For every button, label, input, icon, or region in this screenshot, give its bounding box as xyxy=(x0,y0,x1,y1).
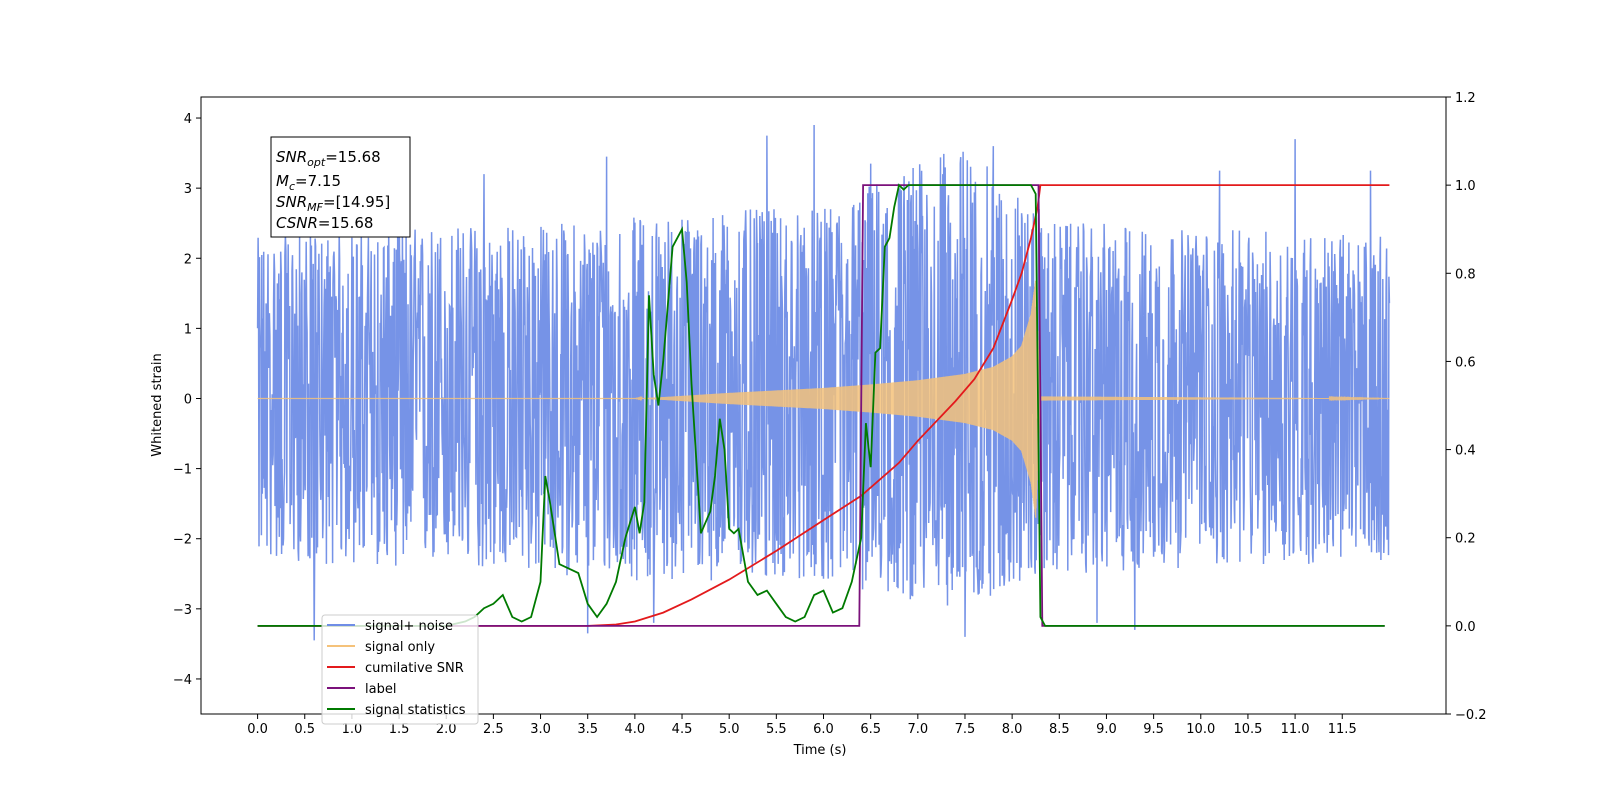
legend-label-cumilative-snr: cumilative SNR xyxy=(365,661,464,676)
x-tick-label: 9.5 xyxy=(1143,722,1164,737)
x-tick-label: 2.0 xyxy=(436,722,457,737)
y-tick-label: −2 xyxy=(173,533,192,548)
x-tick-label: 4.0 xyxy=(625,722,646,737)
x-tick-label: 11.5 xyxy=(1328,722,1357,737)
annotation-mc: Mc=7.15 xyxy=(276,172,341,193)
y-tick-label: −3 xyxy=(173,603,192,618)
legend-label-signal-statistics: signal statistics xyxy=(365,703,466,718)
y-tick-label: 3 xyxy=(184,182,192,197)
x-tick-label: 0.0 xyxy=(247,722,268,737)
series-cumilative-snr xyxy=(257,184,1390,627)
y2-tick-label: 0.4 xyxy=(1455,444,1476,459)
y2-tick-label: 1.0 xyxy=(1455,179,1476,194)
y-tick-label: 2 xyxy=(184,252,192,267)
y2-tick-label: 1.2 xyxy=(1455,91,1476,106)
x-tick-label: 11.0 xyxy=(1281,722,1310,737)
y2-tick-label: 0.6 xyxy=(1455,355,1476,370)
series-signal-only xyxy=(257,280,1390,518)
series-signal-noise xyxy=(256,124,1391,641)
x-tick-label: 7.5 xyxy=(955,722,976,737)
y-tick-label: 1 xyxy=(184,322,192,337)
y2-tick-label: −0.2 xyxy=(1455,708,1487,723)
annotation-snr-mf: SNRMF=[14.95] xyxy=(276,193,390,214)
y-axis-label: Whitened strain xyxy=(150,353,165,456)
legend-label-signal-noise: signal+ noise xyxy=(365,619,453,634)
annotation-box: SNRopt=15.68 Mc=7.15 SNRMF=[14.95] CSNR=… xyxy=(270,136,411,238)
x-tick-label: 1.5 xyxy=(389,722,410,737)
annotation-snr-opt: SNRopt=15.68 xyxy=(276,148,381,169)
y-tick-label: 0 xyxy=(184,392,192,407)
x-tick-label: 7.0 xyxy=(907,722,928,737)
annotation-csnr: CSNR=15.68 xyxy=(276,214,373,232)
y-axis-left: 4 3 2 1 0 −1 −2 −3 −4 xyxy=(173,112,201,688)
y2-tick-label: 0.0 xyxy=(1455,620,1476,635)
series-signal-statistics xyxy=(257,183,1385,627)
x-tick-label: 1.0 xyxy=(342,722,363,737)
legend-label-label: label xyxy=(365,682,396,697)
legend-label-signal-only: signal only xyxy=(365,640,435,655)
y-tick-label: 4 xyxy=(184,112,192,127)
y-tick-label: −1 xyxy=(173,463,192,478)
x-tick-label: 0.5 xyxy=(294,722,315,737)
x-tick-label: 5.5 xyxy=(766,722,787,737)
x-tick-label: 2.5 xyxy=(483,722,504,737)
x-tick-label: 5.0 xyxy=(719,722,740,737)
plot-area xyxy=(256,124,1391,641)
x-axis-label: Time (s) xyxy=(793,743,847,758)
x-tick-label: 4.5 xyxy=(672,722,693,737)
x-tick-label: 6.0 xyxy=(813,722,834,737)
x-tick-label: 6.5 xyxy=(860,722,881,737)
x-tick-label: 10.5 xyxy=(1233,722,1262,737)
x-tick-label: 8.5 xyxy=(1049,722,1070,737)
y2-tick-label: 0.2 xyxy=(1455,532,1476,547)
y-tick-label: −4 xyxy=(173,673,192,688)
x-axis: 0.0 0.5 1.0 1.5 2.0 2.5 3.0 3.5 4.0 4.5 5.0 5.5 6.0 6… xyxy=(247,714,1357,737)
x-tick-label: 10.0 xyxy=(1186,722,1215,737)
legend: signal+ noise signal only cumilative SNR la… xyxy=(321,614,479,725)
y-axis-right: 1.2 1.0 0.8 0.6 0.4 0.2 0.0 −0.2 xyxy=(1446,91,1487,723)
x-tick-label: 9.0 xyxy=(1096,722,1117,737)
y2-tick-label: 0.8 xyxy=(1455,267,1476,282)
x-tick-label: 3.0 xyxy=(530,722,551,737)
x-tick-label: 8.0 xyxy=(1002,722,1023,737)
x-tick-label: 3.5 xyxy=(577,722,598,737)
